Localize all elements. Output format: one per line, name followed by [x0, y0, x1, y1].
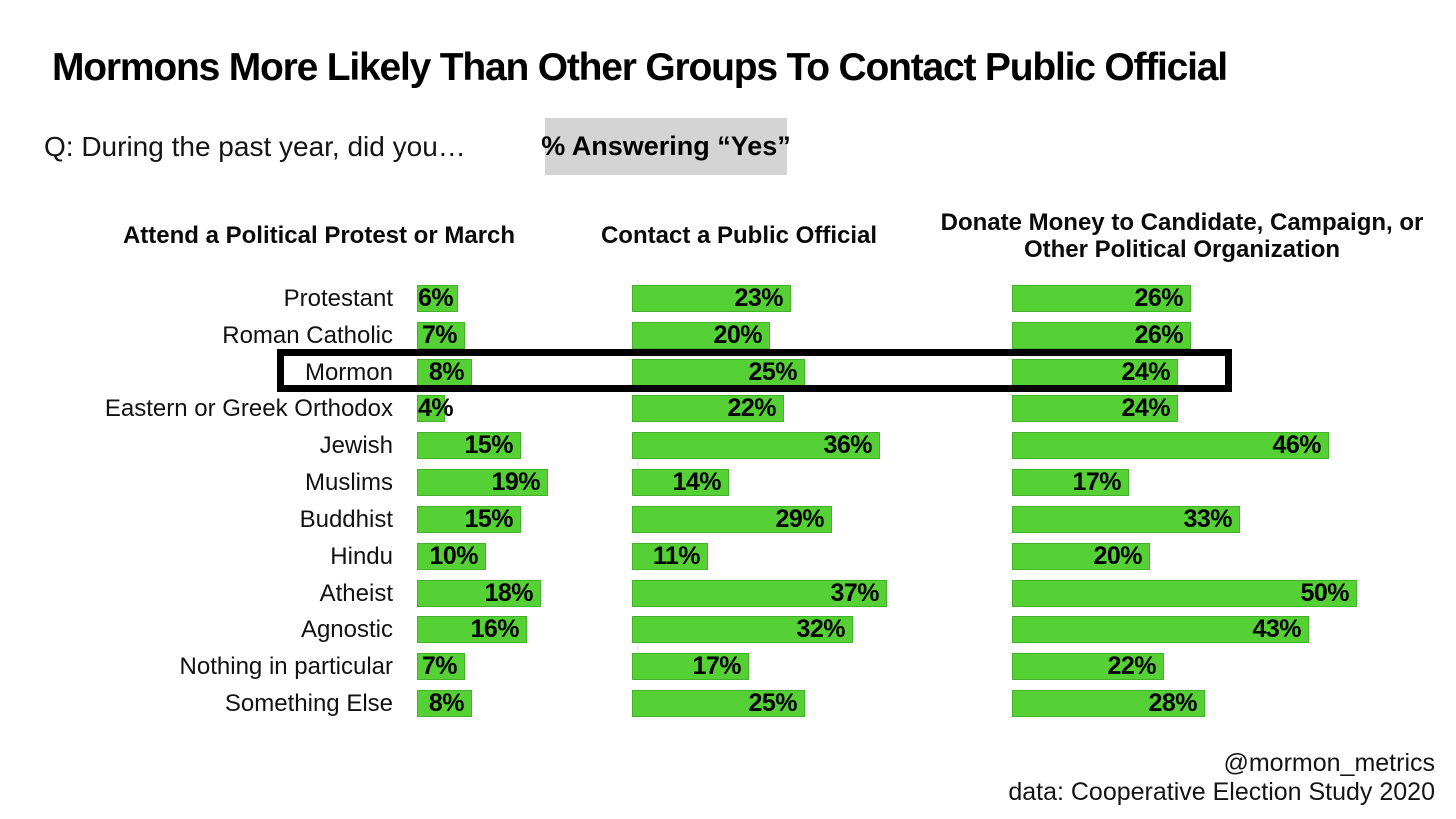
bar: 25%	[632, 359, 805, 386]
bar-value-label: 17%	[692, 652, 741, 680]
bar-value-label: 24%	[1121, 358, 1170, 386]
category-label: Roman Catholic	[222, 322, 393, 349]
bar: 20%	[632, 322, 770, 349]
bar: 50%	[1012, 580, 1357, 607]
category-label: Something Else	[224, 690, 393, 717]
bar-value-label: 8%	[428, 358, 465, 386]
category-label: Mormon	[304, 359, 393, 386]
bar: 25%	[632, 690, 805, 717]
bar: 23%	[632, 285, 791, 312]
bar: 20%	[1012, 543, 1150, 570]
bar: 18%	[417, 580, 541, 607]
column-header-attend-protest: Attend a Political Protest or March	[122, 222, 516, 249]
bar-value-label: 22%	[1107, 652, 1156, 680]
footer-source: data: Cooperative Election Study 2020	[1008, 778, 1435, 806]
category-label: Muslims	[305, 469, 393, 496]
bar-value-label: 33%	[1183, 505, 1232, 533]
bar: 22%	[632, 395, 784, 422]
bar-value-label: 14%	[672, 468, 721, 496]
bar: 46%	[1012, 432, 1329, 459]
bar: 26%	[1012, 285, 1191, 312]
bar-value-label: 22%	[727, 394, 776, 422]
bar-value-label: 20%	[713, 321, 762, 349]
category-label: Nothing in particular	[179, 653, 393, 680]
chart-title: Mormons More Likely Than Other Groups To…	[52, 46, 1228, 89]
bar-value-label: 25%	[748, 689, 797, 717]
bar-value-label: 46%	[1272, 431, 1321, 459]
footer: @mormon_metrics data: Cooperative Electi…	[1008, 749, 1435, 807]
subtitle-highlight-badge: % Answering “Yes”	[541, 118, 791, 175]
bar: 19%	[417, 469, 548, 496]
category-label: Protestant	[283, 285, 393, 312]
bar-value-label: 7%	[421, 652, 458, 680]
column-header-donate-money: Donate Money to Candidate, Campaign, or …	[940, 209, 1424, 263]
bar: 8%	[417, 690, 472, 717]
column-header-contact-official: Contact a Public Official	[600, 222, 878, 249]
bar: 6%	[417, 285, 458, 312]
bar: 24%	[1012, 359, 1178, 386]
bar: 7%	[417, 653, 465, 680]
bar: 7%	[417, 322, 465, 349]
bar: 24%	[1012, 395, 1178, 422]
bar: 33%	[1012, 506, 1240, 533]
bar: 10%	[417, 543, 486, 570]
bar-value-label: 24%	[1121, 394, 1170, 422]
bar-value-label: 11%	[652, 542, 701, 570]
bar-value-label: 37%	[830, 579, 879, 607]
bar-value-label: 36%	[823, 431, 872, 459]
bar-value-label: 16%	[470, 615, 519, 643]
bar-value-label: 4%	[418, 394, 454, 422]
bar: 16%	[417, 616, 527, 643]
bar: 17%	[632, 653, 749, 680]
bar: 29%	[632, 506, 832, 533]
bar-value-label: 28%	[1148, 689, 1197, 717]
category-label: Hindu	[330, 543, 393, 570]
category-label: Atheist	[319, 580, 393, 607]
category-label: Jewish	[319, 432, 393, 459]
category-label: Agnostic	[300, 616, 393, 643]
bar-value-label: 19%	[491, 468, 540, 496]
bar-value-label: 10%	[429, 542, 478, 570]
category-label: Eastern or Greek Orthodox	[104, 395, 393, 422]
bar-value-label: 7%	[421, 321, 458, 349]
bar: 14%	[632, 469, 729, 496]
bar: 36%	[632, 432, 880, 459]
footer-handle: @mormon_metrics	[1223, 749, 1435, 777]
bar-value-label: 43%	[1252, 615, 1301, 643]
bar-value-label: 23%	[734, 284, 783, 312]
bar: 4%	[417, 395, 454, 422]
bar-value-label: 8%	[428, 689, 465, 717]
bar-value-label: 15%	[464, 505, 513, 533]
bar-value-label: 29%	[775, 505, 824, 533]
subtitle-question: Q: During the past year, did you…	[44, 131, 466, 162]
bar: 15%	[417, 506, 521, 533]
bar-value-label: 6%	[418, 284, 454, 312]
bar: 22%	[1012, 653, 1164, 680]
bar-value-label: 15%	[464, 431, 513, 459]
bar: 43%	[1012, 616, 1309, 643]
bar-value-label: 26%	[1134, 284, 1183, 312]
bar-value-label: 20%	[1093, 542, 1142, 570]
bar: 11%	[632, 543, 708, 570]
bar: 8%	[417, 359, 472, 386]
bar-value-label: 50%	[1300, 579, 1349, 607]
bar: 17%	[1012, 469, 1129, 496]
bar-value-label: 18%	[484, 579, 533, 607]
bar: 15%	[417, 432, 521, 459]
bar: 32%	[632, 616, 853, 643]
bar: 37%	[632, 580, 887, 607]
bar: 28%	[1012, 690, 1205, 717]
bar: 26%	[1012, 322, 1191, 349]
bar-value-label: 25%	[748, 358, 797, 386]
bar-value-label: 26%	[1134, 321, 1183, 349]
category-label: Buddhist	[299, 506, 393, 533]
bar-value-label: 17%	[1072, 468, 1121, 496]
bar-value-label: 32%	[796, 615, 845, 643]
